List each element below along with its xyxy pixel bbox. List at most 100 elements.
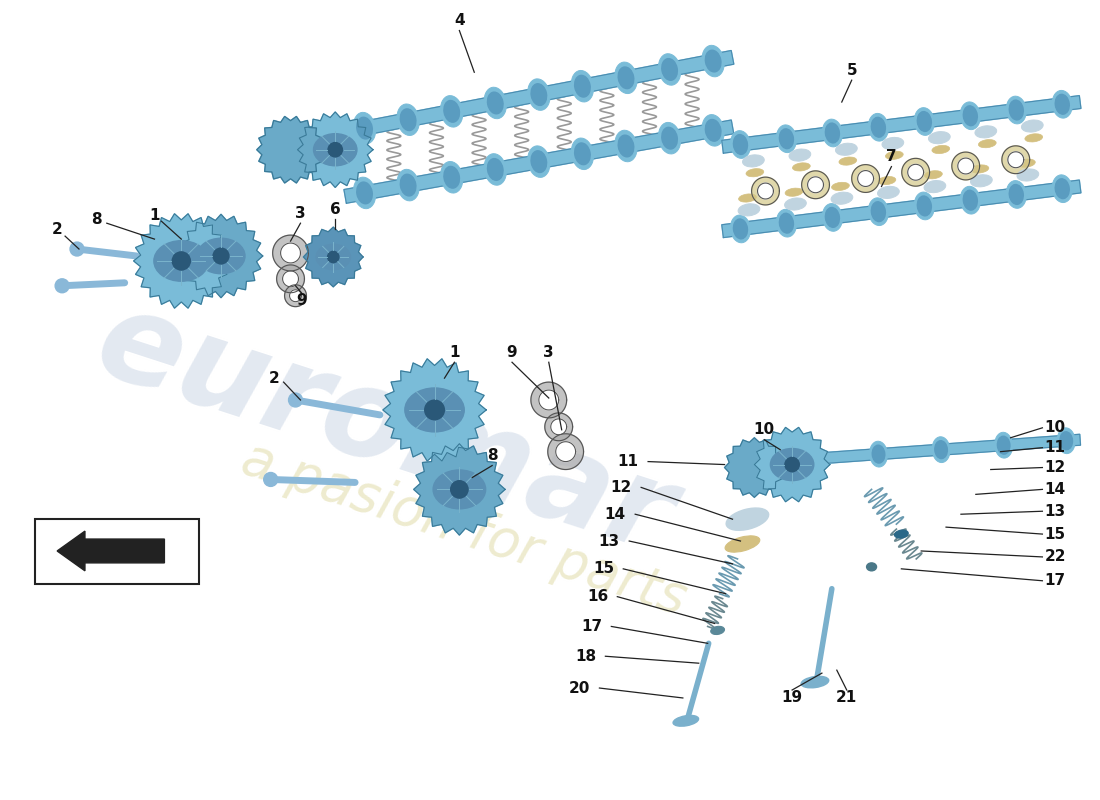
Ellipse shape — [531, 150, 547, 173]
Text: 22: 22 — [1045, 550, 1066, 565]
Text: 11: 11 — [618, 454, 639, 469]
Polygon shape — [548, 434, 583, 470]
Polygon shape — [751, 177, 780, 205]
Ellipse shape — [433, 470, 486, 509]
Ellipse shape — [400, 174, 416, 196]
Ellipse shape — [662, 58, 678, 80]
Ellipse shape — [484, 87, 506, 118]
Ellipse shape — [770, 449, 814, 481]
Ellipse shape — [832, 182, 849, 190]
Ellipse shape — [810, 450, 822, 467]
Ellipse shape — [702, 114, 724, 146]
Ellipse shape — [978, 139, 997, 148]
Ellipse shape — [571, 138, 594, 170]
Polygon shape — [531, 382, 566, 418]
Ellipse shape — [823, 203, 843, 231]
Ellipse shape — [1018, 159, 1035, 167]
Ellipse shape — [823, 119, 843, 147]
Ellipse shape — [868, 198, 889, 226]
Ellipse shape — [615, 130, 637, 162]
Ellipse shape — [960, 186, 980, 214]
Ellipse shape — [914, 108, 934, 135]
Ellipse shape — [1055, 94, 1069, 114]
Text: 10: 10 — [754, 422, 774, 438]
Ellipse shape — [777, 210, 796, 237]
Ellipse shape — [998, 436, 1010, 454]
Ellipse shape — [405, 388, 464, 432]
Ellipse shape — [711, 626, 725, 634]
Ellipse shape — [314, 134, 356, 166]
Polygon shape — [556, 442, 575, 462]
Ellipse shape — [970, 174, 992, 187]
Ellipse shape — [725, 536, 760, 552]
Polygon shape — [276, 265, 305, 293]
Text: 1: 1 — [449, 345, 460, 360]
Ellipse shape — [615, 62, 637, 94]
Ellipse shape — [154, 241, 209, 282]
Ellipse shape — [871, 118, 886, 137]
Ellipse shape — [994, 432, 1013, 458]
Ellipse shape — [531, 84, 547, 106]
Ellipse shape — [825, 207, 839, 227]
Ellipse shape — [792, 163, 811, 171]
Ellipse shape — [659, 54, 681, 85]
Polygon shape — [283, 271, 298, 286]
Text: 4: 4 — [454, 13, 464, 28]
Ellipse shape — [673, 715, 698, 726]
Polygon shape — [289, 290, 301, 302]
Ellipse shape — [571, 70, 594, 102]
Ellipse shape — [397, 104, 419, 135]
Text: 9: 9 — [507, 345, 517, 360]
Ellipse shape — [872, 446, 884, 463]
Polygon shape — [902, 158, 930, 186]
Text: 1: 1 — [150, 208, 160, 222]
Ellipse shape — [964, 106, 977, 126]
Ellipse shape — [356, 118, 372, 139]
Polygon shape — [383, 359, 486, 461]
Ellipse shape — [662, 127, 678, 149]
Ellipse shape — [917, 112, 932, 131]
Polygon shape — [807, 177, 824, 193]
Ellipse shape — [1025, 134, 1043, 142]
Polygon shape — [551, 419, 566, 434]
Ellipse shape — [734, 219, 748, 239]
Text: 2: 2 — [268, 370, 279, 386]
Ellipse shape — [878, 186, 900, 198]
Ellipse shape — [353, 177, 375, 209]
Polygon shape — [958, 158, 974, 174]
Polygon shape — [344, 120, 734, 203]
Ellipse shape — [444, 101, 460, 122]
Ellipse shape — [484, 154, 506, 186]
Ellipse shape — [705, 50, 720, 72]
Polygon shape — [802, 434, 1080, 465]
Ellipse shape — [836, 143, 857, 155]
Polygon shape — [414, 444, 505, 535]
Ellipse shape — [780, 129, 793, 149]
Ellipse shape — [487, 158, 503, 180]
Circle shape — [264, 473, 277, 486]
Circle shape — [213, 248, 229, 264]
Ellipse shape — [528, 79, 550, 110]
Ellipse shape — [780, 214, 793, 233]
Text: 8: 8 — [91, 212, 102, 226]
Ellipse shape — [886, 151, 903, 159]
Ellipse shape — [1022, 120, 1043, 132]
Polygon shape — [539, 390, 559, 410]
Circle shape — [288, 393, 302, 407]
Text: 13: 13 — [1045, 504, 1066, 518]
Polygon shape — [1002, 146, 1030, 174]
Ellipse shape — [870, 442, 888, 467]
Ellipse shape — [839, 157, 857, 165]
Text: 7: 7 — [887, 149, 896, 164]
Ellipse shape — [1060, 432, 1072, 450]
Ellipse shape — [960, 102, 980, 130]
Ellipse shape — [971, 165, 989, 173]
Ellipse shape — [825, 123, 839, 143]
Ellipse shape — [807, 446, 825, 471]
Ellipse shape — [777, 125, 796, 153]
Ellipse shape — [867, 563, 877, 571]
Polygon shape — [755, 427, 829, 502]
Ellipse shape — [730, 130, 750, 158]
Polygon shape — [179, 214, 263, 298]
Polygon shape — [133, 214, 229, 308]
